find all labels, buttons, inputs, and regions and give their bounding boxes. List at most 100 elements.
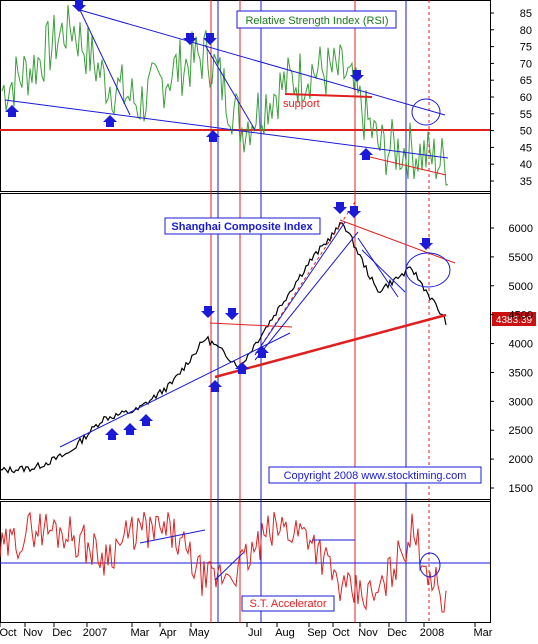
price-tick-label: 4500 <box>509 310 533 322</box>
price-tick-label: 1500 <box>509 483 533 495</box>
x-tick-label: 2007 <box>83 627 107 639</box>
rsi-tick-label: 85 <box>520 8 532 20</box>
rsi-tick-label: 80 <box>520 25 532 37</box>
down-arrow-icon <box>183 33 197 45</box>
rsi-title: Relative Strength Index (RSI) <box>245 15 388 27</box>
rsi-tick-label: 60 <box>520 92 532 104</box>
up-arrow-icon <box>206 130 220 142</box>
rsi-title-box <box>236 10 397 29</box>
accel-title: S.T. Accelerator <box>249 598 326 610</box>
down-arrow-icon <box>225 308 239 320</box>
up-arrow-icon <box>208 380 222 392</box>
last-value-box <box>492 312 536 326</box>
price-title: Shanghai Composite Index <box>171 221 313 233</box>
x-tick-label: Oct <box>0 627 17 639</box>
up-arrow-icon <box>103 115 117 127</box>
rsi-support-line <box>284 93 373 98</box>
x-tick-label: Dec <box>52 627 72 639</box>
price-tick-label: 6000 <box>509 223 533 235</box>
price-red-top-trend <box>339 219 456 264</box>
price-tick-label: 5000 <box>509 281 533 293</box>
price-support-red <box>214 313 447 379</box>
up-arrow-icon <box>235 362 249 374</box>
price-tick-label: 3000 <box>509 396 533 408</box>
price-highlight-circle <box>405 252 451 288</box>
rsi-red-trendline-low <box>369 156 447 176</box>
up-arrow-icon <box>359 148 373 160</box>
price-tick-label: 4000 <box>509 339 533 351</box>
price-panel: Shanghai Composite Index Copyright 2008 … <box>0 201 536 495</box>
up-arrow-icon <box>139 414 153 426</box>
rsi-tick-label: 35 <box>520 176 532 188</box>
vertical-markers <box>210 0 430 623</box>
x-tick-label: 2008 <box>420 627 444 639</box>
x-axis: Oct Nov Dec 2007 Mar Apr May Jul Aug Sep Oct Nov Dec… <box>0 623 493 639</box>
x-tick-label: Jul <box>248 627 262 639</box>
price-series-line <box>0 222 447 474</box>
up-arrow-icon <box>105 428 119 440</box>
price-blue-fan-2 <box>254 231 359 361</box>
accel-trendline-2 <box>214 552 244 581</box>
rsi-highlight-circle <box>411 98 441 126</box>
copyright-text: Copyright 2008 www.stocktiming.com <box>284 470 467 482</box>
price-tick-label: 5500 <box>509 252 533 264</box>
down-arrow-icon <box>333 202 347 214</box>
down-arrow-icon <box>347 206 361 218</box>
signal-arrows <box>5 0 433 440</box>
down-arrow-icon <box>350 70 364 82</box>
accel-series-line <box>0 511 447 613</box>
accel-highlight-circle <box>419 552 441 578</box>
copyright-box <box>268 466 482 484</box>
rsi-support-label: support <box>283 98 320 110</box>
price-blue-fan-3 <box>357 237 399 298</box>
down-arrow-icon <box>201 306 215 318</box>
rsi-trendline-may <box>204 44 256 131</box>
price-y-axis: 6000 5500 5000 4500 4000 3500 3000 2500 2000 1500 <box>490 223 533 495</box>
price-tick-label: 2000 <box>509 454 533 466</box>
price-title-box <box>164 217 321 235</box>
price-resistance-red <box>209 322 293 328</box>
rsi-trendline-peak <box>79 9 131 116</box>
panel-frames <box>0 0 491 623</box>
last-value-label: 4383.39 <box>496 315 533 326</box>
price-blue-fan-4 <box>361 249 406 293</box>
price-tick-label: 2500 <box>509 425 533 437</box>
down-arrow-icon <box>72 0 86 12</box>
rsi-tick-label: 55 <box>520 109 532 121</box>
x-tick-label: Sep <box>307 627 327 639</box>
price-tick-label: 3500 <box>509 367 533 379</box>
down-arrow-icon <box>419 238 433 250</box>
x-tick-label: Apr <box>159 627 176 639</box>
x-tick-label: Mar <box>474 627 493 639</box>
rsi-tick-label: 50 <box>520 126 532 138</box>
down-arrow-icon <box>203 33 217 45</box>
price-panel-frame <box>0 193 491 500</box>
x-tick-label: Mar <box>131 627 150 639</box>
price-trendline-long <box>59 332 291 448</box>
x-tick-label: Nov <box>358 627 378 639</box>
rsi-trendline-lower <box>4 99 449 159</box>
rsi-tick-label: 45 <box>520 142 532 154</box>
rsi-tick-label: 65 <box>520 75 532 87</box>
price-blue-fan-1 <box>254 221 346 356</box>
up-arrow-icon <box>255 346 269 358</box>
x-tick-label: May <box>189 627 210 639</box>
rsi-tick-label: 40 <box>520 159 532 171</box>
rsi-tick-label: 75 <box>520 42 532 54</box>
up-arrow-icon <box>123 423 137 435</box>
rsi-panel: Relative Strength Index (RSI) support 85… <box>0 4 532 188</box>
accel-panel: S.T. Accelerator <box>0 511 490 613</box>
x-tick-label: Aug <box>275 627 295 639</box>
rsi-tick-label: 70 <box>520 58 532 70</box>
accel-title-box <box>241 595 335 612</box>
x-tick-label: Nov <box>23 627 43 639</box>
rsi-trendline-upper <box>79 9 446 116</box>
up-arrow-icon <box>5 105 19 117</box>
x-tick-label: Dec <box>387 627 407 639</box>
accel-trendline-1 <box>139 529 206 544</box>
x-tick-label: Oct <box>332 627 349 639</box>
rsi-y-axis: 85 80 75 70 65 60 55 50 45 40 35 <box>490 8 532 188</box>
rsi-series-line <box>1 4 449 186</box>
